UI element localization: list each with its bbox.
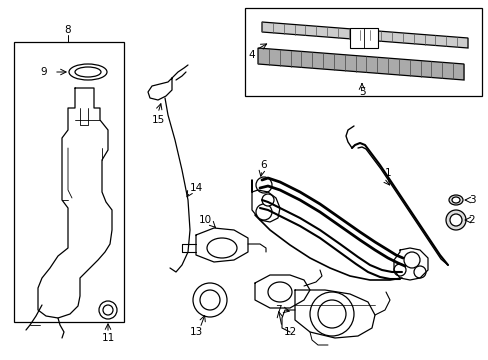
Bar (244, 8, 481, 96)
Circle shape (445, 210, 465, 230)
Ellipse shape (193, 283, 226, 317)
Circle shape (256, 204, 271, 220)
Text: 7: 7 (274, 305, 281, 315)
Circle shape (413, 266, 425, 278)
Text: 4: 4 (248, 50, 255, 60)
Polygon shape (262, 22, 467, 48)
Circle shape (393, 264, 405, 276)
Text: 9: 9 (41, 67, 47, 77)
Ellipse shape (267, 282, 291, 302)
Ellipse shape (75, 67, 101, 77)
Text: 1: 1 (384, 168, 390, 178)
Text: 3: 3 (468, 195, 474, 205)
Text: 5: 5 (358, 87, 365, 97)
Text: 14: 14 (189, 183, 202, 193)
Circle shape (262, 194, 273, 206)
Text: 12: 12 (283, 327, 296, 337)
Ellipse shape (200, 290, 220, 310)
Text: 11: 11 (101, 333, 114, 343)
Text: 6: 6 (260, 160, 267, 170)
Circle shape (309, 292, 353, 336)
Text: 2: 2 (468, 215, 474, 225)
Bar (349, 28, 377, 48)
Ellipse shape (69, 64, 107, 80)
Ellipse shape (99, 301, 117, 319)
Text: 8: 8 (64, 25, 71, 35)
Circle shape (317, 300, 346, 328)
Polygon shape (258, 48, 463, 80)
Ellipse shape (451, 197, 459, 203)
Circle shape (403, 252, 419, 268)
Text: 13: 13 (189, 327, 202, 337)
Ellipse shape (206, 238, 237, 258)
Bar (14, 42, 124, 322)
Text: 15: 15 (151, 115, 164, 125)
Circle shape (449, 214, 461, 226)
Ellipse shape (103, 305, 113, 315)
Text: 10: 10 (198, 215, 211, 225)
Ellipse shape (448, 195, 462, 205)
Circle shape (256, 177, 271, 193)
